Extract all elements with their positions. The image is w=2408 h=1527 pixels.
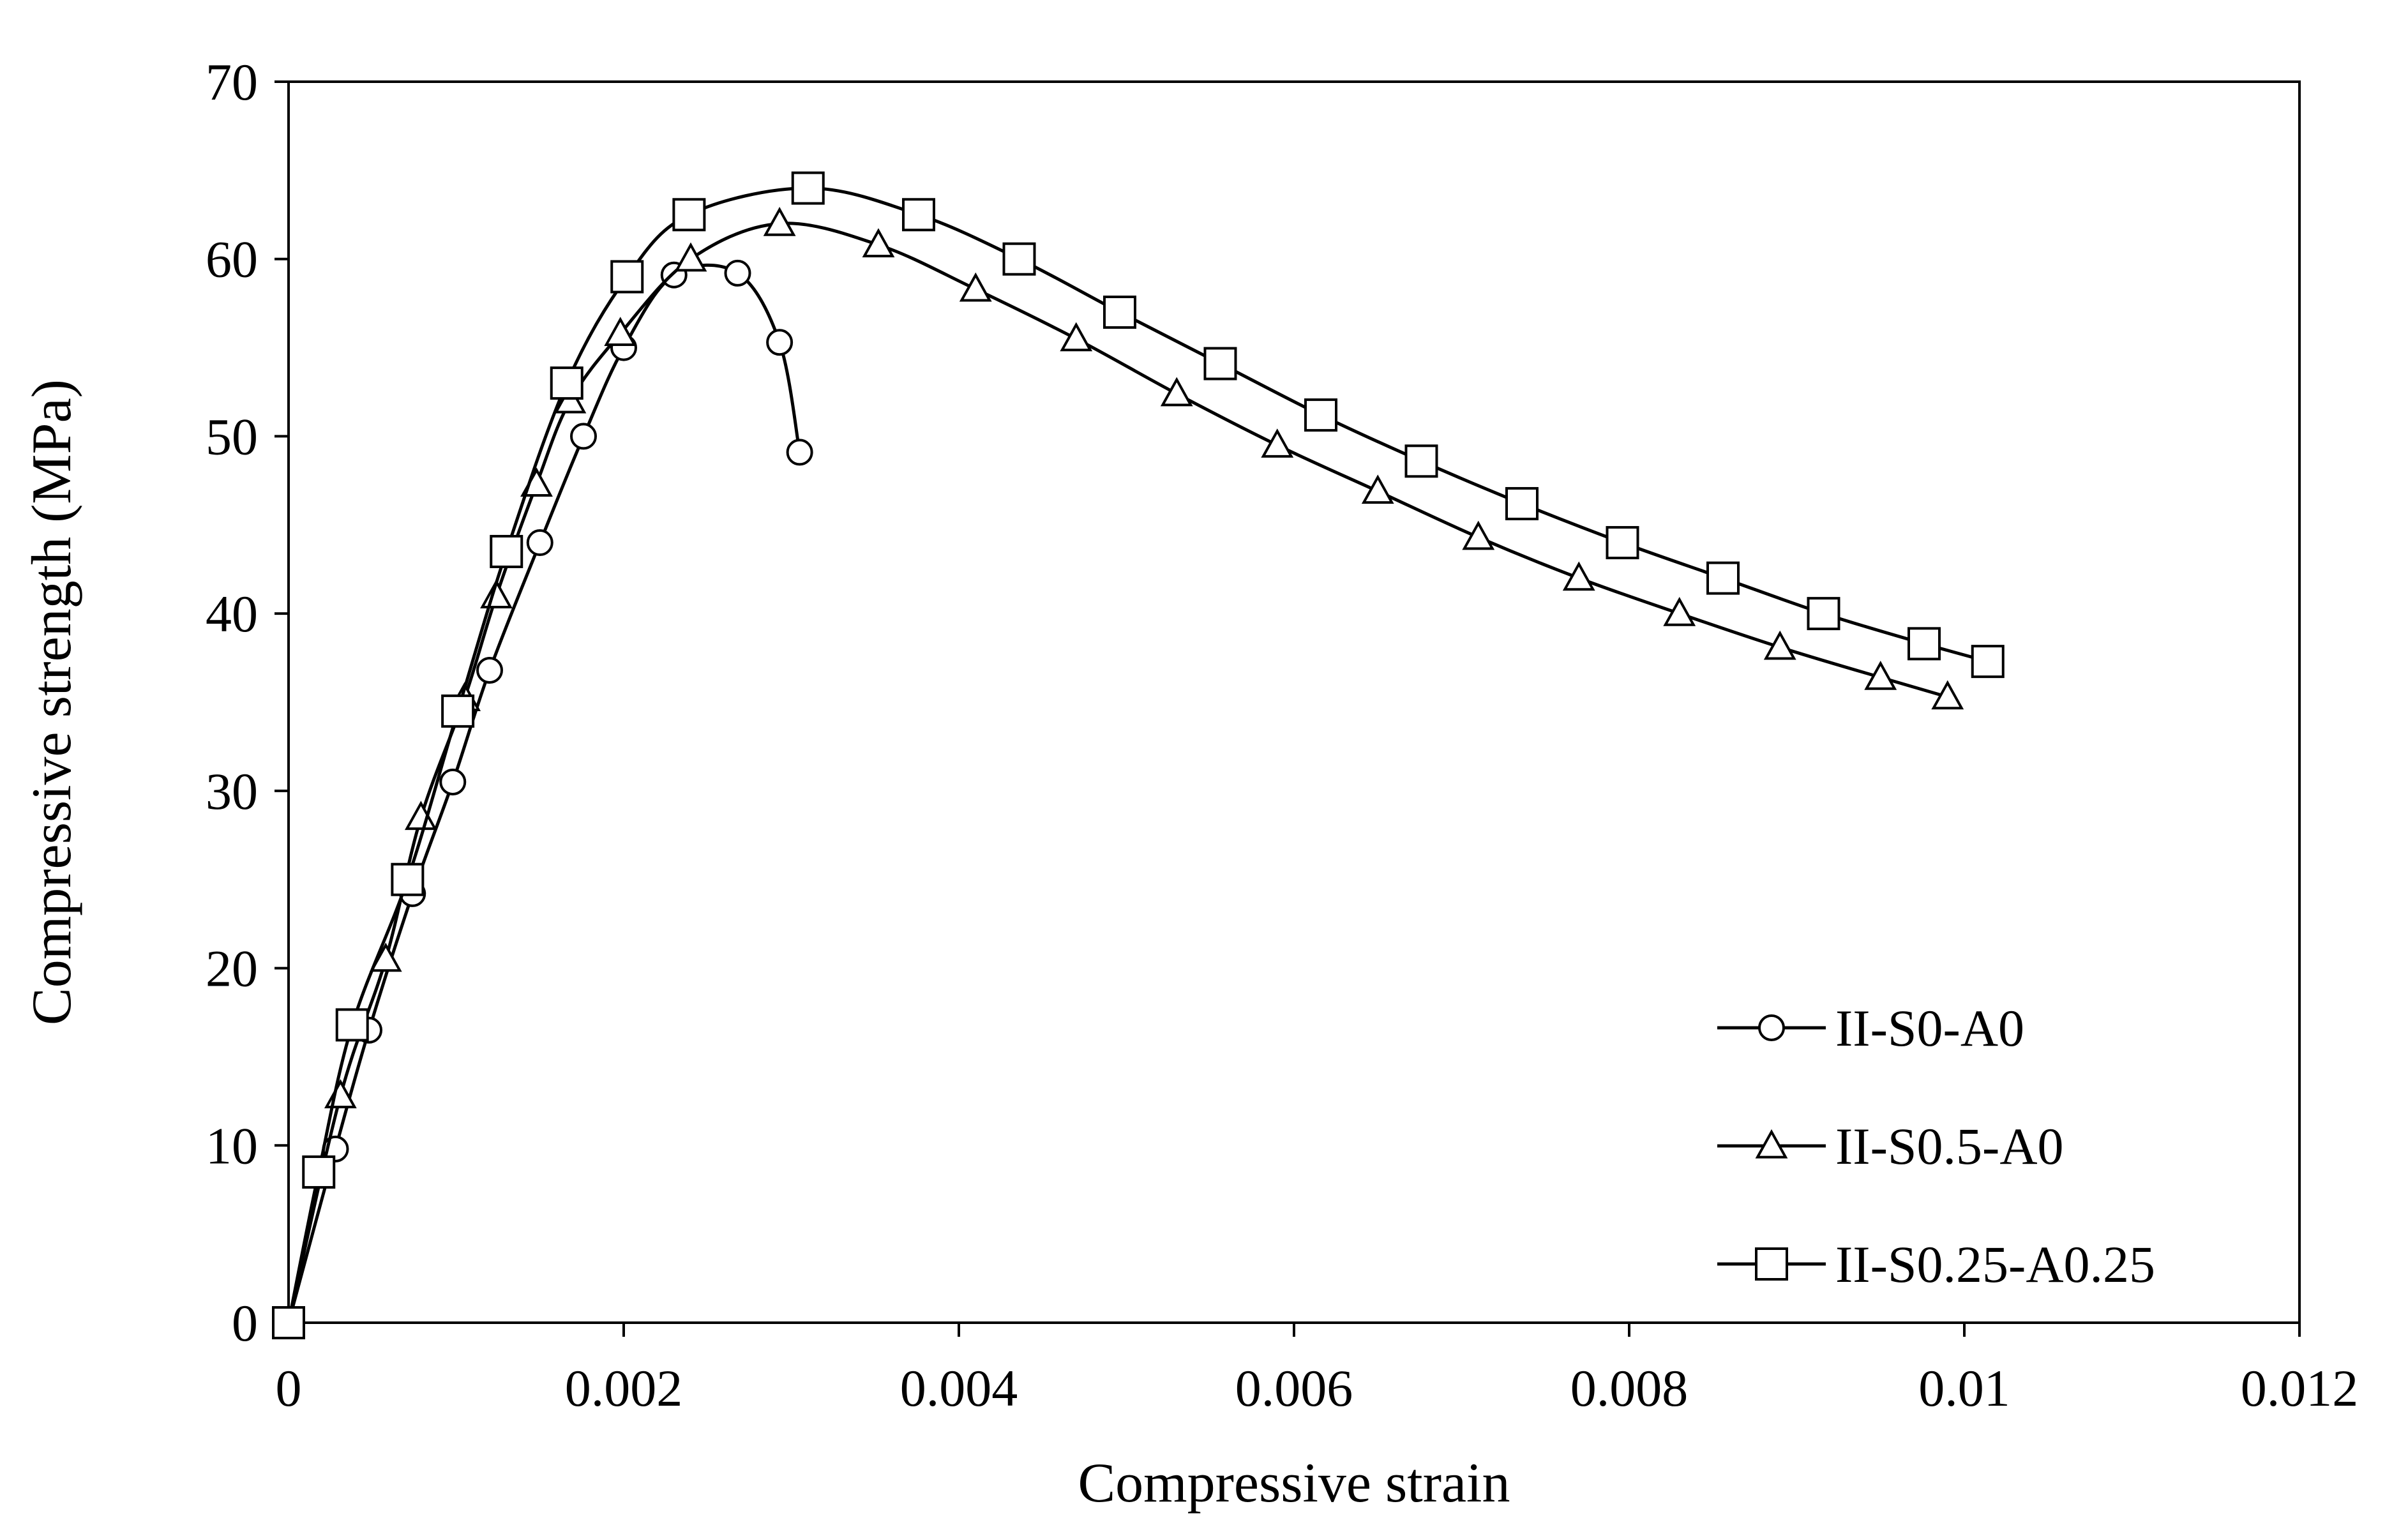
data-point-square: [672, 198, 706, 232]
data-point-square: [1505, 486, 1539, 520]
data-point-circle: [786, 439, 813, 466]
legend-marker-square: [1755, 1247, 1788, 1281]
axes: 0 10 20 30 40 50 60 70 0 0.002 0.004 0.006 0.008 0.01…: [206, 53, 2358, 1417]
x-tick-label: 0: [276, 1359, 302, 1417]
x-axis-title: Compressive strain: [1078, 1452, 1510, 1514]
data-point-triangle: [763, 207, 796, 236]
y-tick-label: 70: [206, 53, 258, 111]
data-point-triangle: [604, 317, 637, 346]
y-tick-label: 30: [206, 762, 258, 820]
data-point-square: [335, 1008, 369, 1042]
data-point-triangle: [1261, 428, 1294, 458]
data-point-square: [550, 366, 583, 400]
data-point-square: [391, 862, 425, 896]
data-point-triangle: [1931, 680, 1964, 710]
data-point-triangle: [1864, 661, 1897, 690]
legend-item: II-S0-A0: [1717, 999, 2024, 1057]
x-tick-label: 0.002: [565, 1359, 683, 1417]
legend-label: II-S0.5-A0: [1835, 1117, 2064, 1175]
series-layer: [272, 171, 2005, 1339]
legend: II-S0-A0 II-S0.5-A0 II-S0.25-A0.25: [1717, 999, 2155, 1293]
data-point-circle: [570, 423, 597, 450]
data-point-square: [1103, 296, 1136, 329]
data-point-triangle: [674, 242, 707, 272]
y-tick-label: 0: [232, 1294, 258, 1352]
x-tick-label: 0.006: [1235, 1359, 1353, 1417]
data-point-square: [1404, 444, 1438, 478]
data-point-square: [302, 1155, 336, 1189]
data-point-square: [1971, 645, 2005, 679]
data-point-triangle: [1562, 561, 1595, 591]
y-tick-label: 20: [206, 940, 258, 998]
data-point-square: [1807, 597, 1840, 631]
legend-marker-circle: [1758, 1014, 1785, 1041]
y-tick-label: 60: [206, 230, 258, 289]
data-point-square: [1908, 627, 1941, 661]
x-tick-label: 0.008: [1570, 1359, 1689, 1417]
legend-label: II-S0.25-A0.25: [1835, 1235, 2155, 1293]
series-ii-s0-a0: [275, 259, 813, 1336]
data-point-triangle: [1160, 377, 1193, 407]
data-point-triangle: [1361, 474, 1394, 504]
data-point-square: [1304, 398, 1337, 432]
data-point-square: [441, 694, 475, 728]
data-point-square: [902, 198, 935, 232]
data-point-triangle: [1060, 322, 1093, 352]
data-point-square: [1203, 347, 1237, 380]
data-point-square: [1706, 561, 1740, 595]
data-point-triangle: [862, 228, 895, 258]
data-point-triangle: [1462, 520, 1495, 550]
x-tick-label: 0.004: [900, 1359, 1018, 1417]
data-point-circle: [476, 657, 503, 684]
data-point-circle: [766, 329, 794, 356]
legend-marker-triangle: [1755, 1129, 1788, 1159]
x-tick-label: 0.01: [1918, 1359, 2010, 1417]
data-point-square: [1606, 526, 1639, 560]
data-point-square: [610, 260, 644, 294]
y-tick-label: 40: [206, 585, 258, 643]
data-point-triangle: [1763, 630, 1796, 660]
data-point-square: [791, 171, 825, 205]
y-axis-title: Compressive strength (MPa): [21, 379, 83, 1025]
x-tick-label: 0.012: [2241, 1359, 2359, 1417]
data-point-circle: [439, 768, 467, 795]
legend-label: II-S0-A0: [1835, 999, 2024, 1057]
data-point-square: [490, 534, 523, 568]
data-point-triangle: [1663, 597, 1696, 626]
data-point-circle: [526, 529, 553, 557]
data-point-circle: [724, 259, 751, 287]
data-point-triangle: [959, 272, 992, 302]
series-ii-s0-25-a0-25: [272, 171, 2005, 1339]
data-point-square: [272, 1306, 305, 1339]
legend-item: II-S0.5-A0: [1717, 1117, 2064, 1175]
legend-item: II-S0.25-A0.25: [1717, 1235, 2155, 1293]
data-point-square: [1002, 242, 1036, 276]
y-tick-label: 10: [206, 1117, 258, 1175]
y-tick-label: 50: [206, 407, 258, 465]
